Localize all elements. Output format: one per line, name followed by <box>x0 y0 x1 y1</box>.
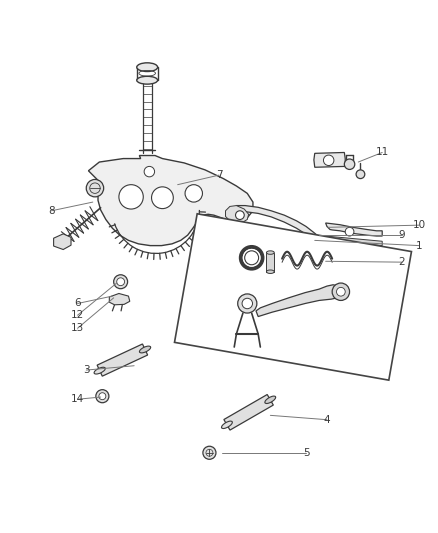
Circle shape <box>236 211 244 220</box>
Polygon shape <box>174 214 411 380</box>
Circle shape <box>86 180 104 197</box>
Text: 9: 9 <box>399 230 405 240</box>
Polygon shape <box>88 156 253 246</box>
Ellipse shape <box>222 421 232 429</box>
Text: 7: 7 <box>215 170 223 180</box>
Text: 13: 13 <box>71 324 84 333</box>
Text: 11: 11 <box>375 148 389 157</box>
Polygon shape <box>325 223 382 236</box>
Circle shape <box>356 170 365 179</box>
Text: 2: 2 <box>399 257 405 267</box>
Text: 1: 1 <box>416 240 423 251</box>
Text: 4: 4 <box>324 415 330 425</box>
Polygon shape <box>266 253 274 272</box>
Text: 6: 6 <box>74 298 81 309</box>
Ellipse shape <box>137 63 158 71</box>
Text: 14: 14 <box>71 394 84 404</box>
Circle shape <box>117 278 124 286</box>
Circle shape <box>332 283 350 301</box>
Polygon shape <box>97 344 148 376</box>
Circle shape <box>185 184 202 202</box>
Text: 8: 8 <box>48 206 55 216</box>
Polygon shape <box>325 236 382 246</box>
Ellipse shape <box>265 396 276 403</box>
Text: 5: 5 <box>303 448 309 458</box>
Text: 12: 12 <box>71 310 84 320</box>
Polygon shape <box>224 394 273 430</box>
Circle shape <box>345 228 354 236</box>
Circle shape <box>238 294 257 313</box>
Ellipse shape <box>94 367 105 374</box>
Polygon shape <box>226 206 249 223</box>
Ellipse shape <box>137 76 158 84</box>
Polygon shape <box>314 152 345 167</box>
Circle shape <box>99 393 106 400</box>
Circle shape <box>144 166 155 177</box>
Polygon shape <box>110 294 130 305</box>
Circle shape <box>119 184 143 209</box>
Text: 10: 10 <box>413 220 426 230</box>
Circle shape <box>244 250 259 265</box>
Circle shape <box>114 275 127 289</box>
Circle shape <box>242 298 253 309</box>
Polygon shape <box>53 234 71 249</box>
Polygon shape <box>237 206 330 247</box>
Circle shape <box>152 187 173 208</box>
Text: 3: 3 <box>83 365 89 375</box>
Ellipse shape <box>266 251 274 254</box>
Circle shape <box>203 446 216 459</box>
Ellipse shape <box>139 346 151 353</box>
Circle shape <box>323 155 334 166</box>
Circle shape <box>96 390 109 403</box>
Circle shape <box>336 287 345 296</box>
Polygon shape <box>256 285 343 317</box>
Circle shape <box>344 159 355 169</box>
Ellipse shape <box>266 270 274 273</box>
